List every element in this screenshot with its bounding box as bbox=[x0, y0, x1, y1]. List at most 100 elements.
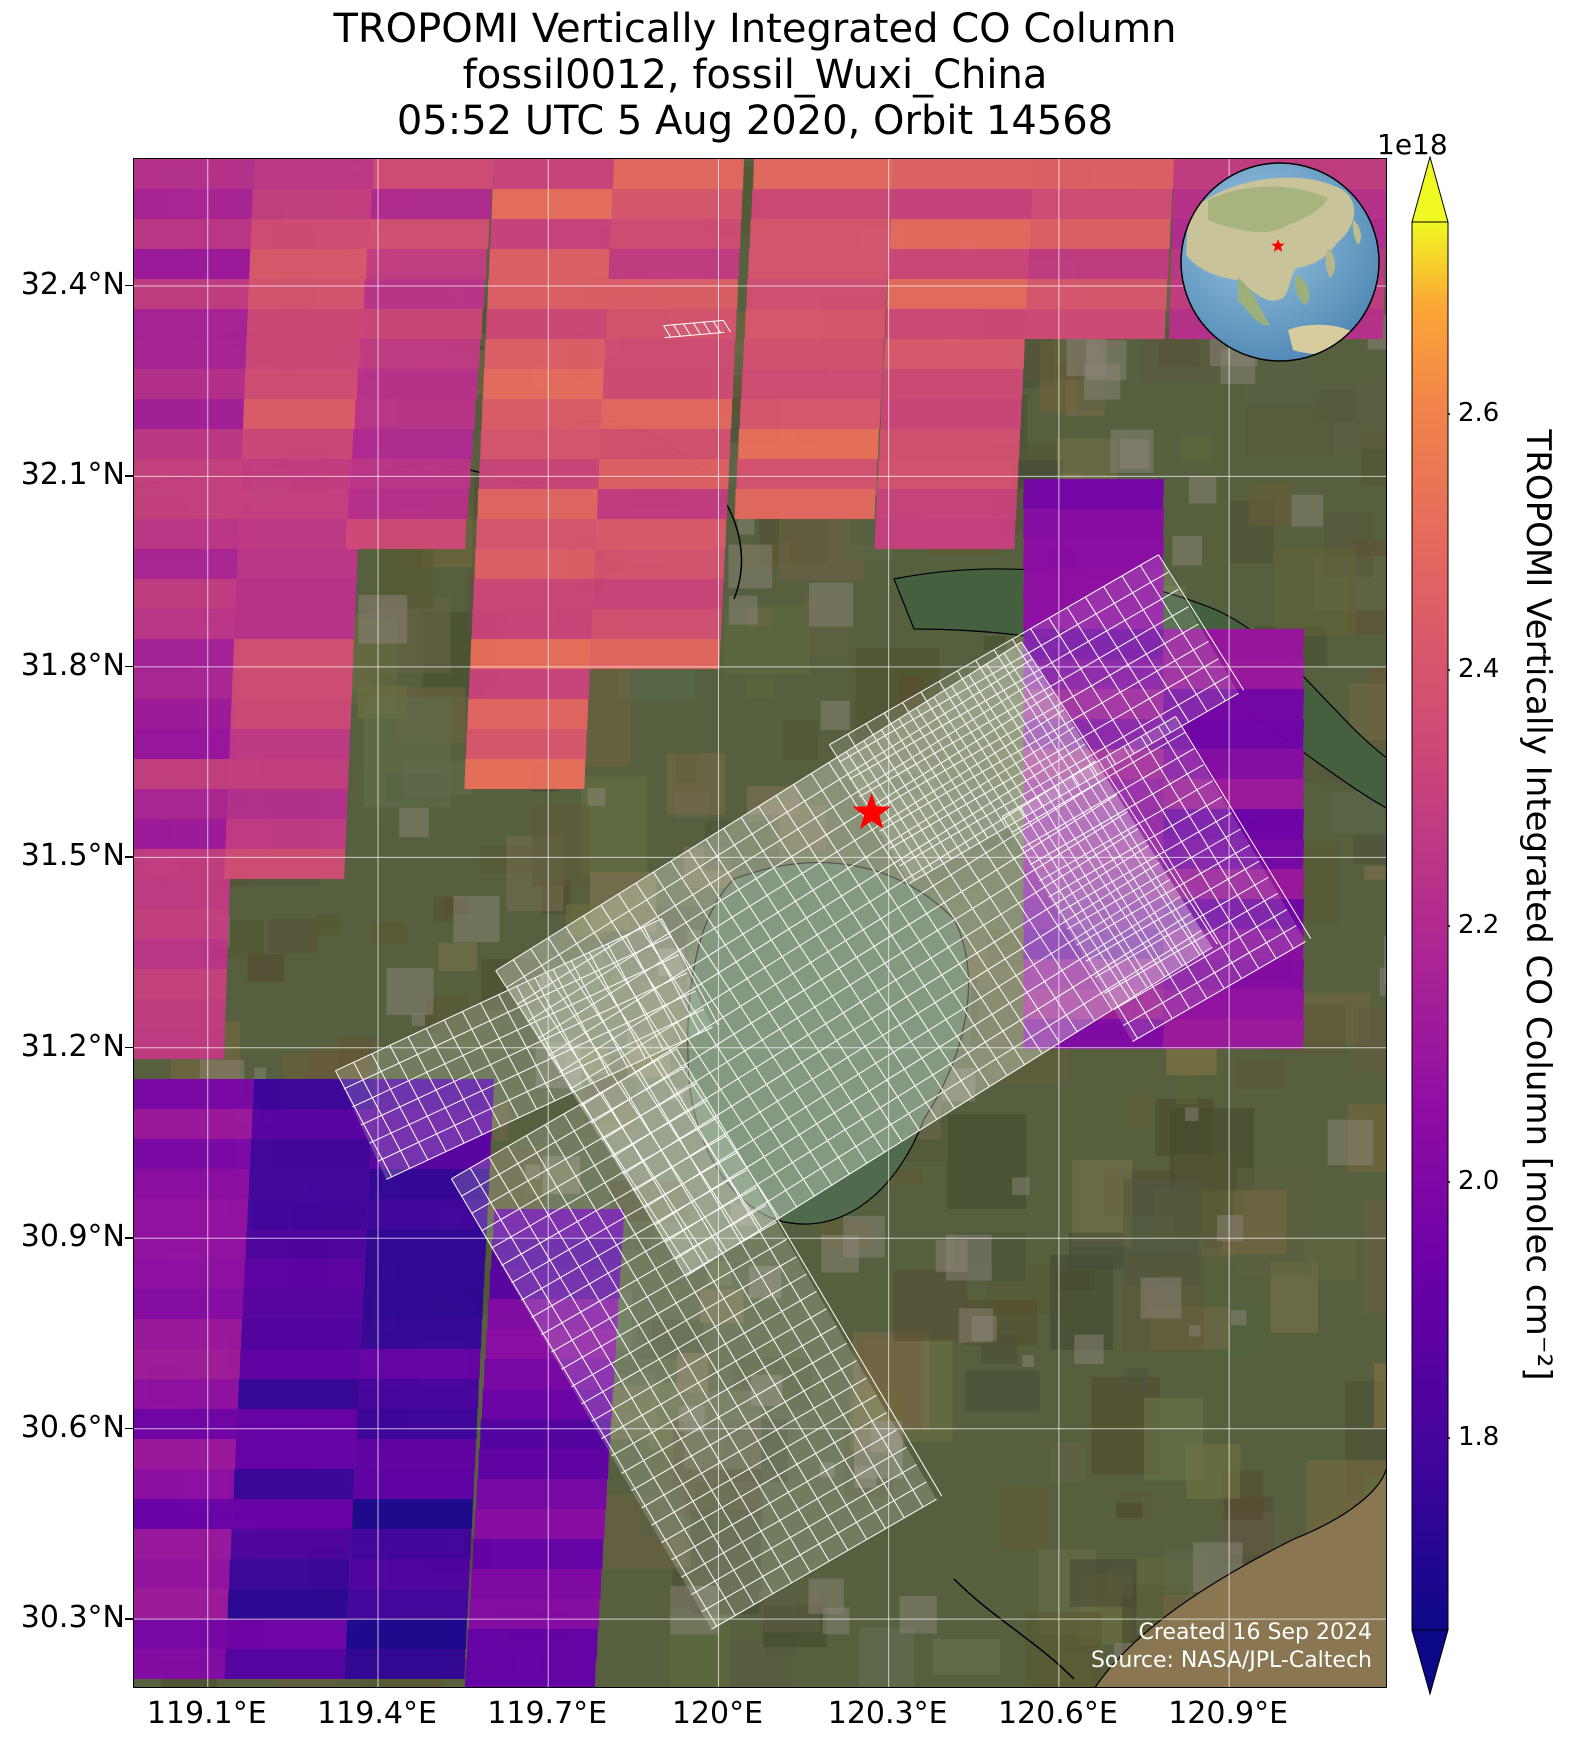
colorbar-tick-label: 2.0 bbox=[1458, 1166, 1500, 1196]
lon-tick-label: 119.1°E bbox=[146, 1696, 267, 1731]
co-pixel bbox=[134, 909, 229, 939]
co-pixel bbox=[134, 1589, 229, 1619]
co-pixel bbox=[134, 639, 238, 669]
co-pixel bbox=[590, 609, 722, 639]
co-pixel bbox=[349, 459, 471, 489]
co-pixel bbox=[356, 1409, 478, 1439]
co-pixel bbox=[598, 459, 730, 489]
co-pixel bbox=[349, 1559, 470, 1589]
co-pixel bbox=[230, 699, 352, 729]
lat-tick-label: 30.3°N bbox=[20, 1600, 125, 1636]
co-pixel bbox=[611, 189, 743, 219]
co-pixel bbox=[347, 1589, 469, 1619]
co-pixel bbox=[883, 339, 1025, 369]
co-pixel bbox=[134, 279, 250, 309]
lat-tick-label: 32.4°N bbox=[20, 266, 125, 302]
co-pixel bbox=[134, 729, 235, 759]
lat-tick-label: 32.1°N bbox=[20, 457, 125, 493]
co-pixel bbox=[607, 279, 739, 309]
co-pixel bbox=[464, 1659, 596, 1687]
co-pixel bbox=[478, 459, 600, 489]
co-pixel bbox=[488, 249, 610, 279]
co-pixel bbox=[241, 429, 363, 459]
co-pixel bbox=[134, 789, 233, 819]
co-pixel bbox=[751, 189, 893, 219]
lat-tick-mark bbox=[125, 1618, 133, 1620]
co-pixel bbox=[249, 249, 371, 279]
co-pixel bbox=[1163, 719, 1304, 749]
co-pixel bbox=[1026, 279, 1168, 309]
co-pixel bbox=[746, 279, 888, 309]
co-pixel bbox=[244, 1259, 365, 1289]
co-pixel bbox=[242, 1289, 364, 1319]
co-pixel bbox=[134, 489, 243, 519]
co-pixel bbox=[134, 189, 253, 219]
co-pixel bbox=[134, 1259, 245, 1289]
co-pixel bbox=[134, 699, 236, 729]
co-pixel bbox=[226, 1619, 347, 1649]
co-pixel bbox=[134, 1079, 254, 1109]
lon-tick-label: 120.3°E bbox=[827, 1696, 948, 1731]
co-pixel bbox=[359, 1349, 481, 1379]
co-pixel bbox=[353, 1469, 475, 1499]
co-pixel bbox=[352, 1499, 473, 1529]
co-pixel bbox=[602, 369, 734, 399]
lon-tick-label: 120.6°E bbox=[997, 1696, 1118, 1731]
co-pixel bbox=[361, 1319, 482, 1349]
lat-tick-mark bbox=[125, 665, 133, 668]
co-pixel bbox=[470, 639, 592, 669]
lat-tick-mark bbox=[125, 1427, 133, 1430]
co-pixel bbox=[226, 789, 348, 819]
co-pixel bbox=[476, 1479, 608, 1509]
co-pixel bbox=[1029, 219, 1171, 249]
co-pixel bbox=[134, 1559, 230, 1589]
co-pixel bbox=[134, 819, 232, 849]
co-pixel bbox=[134, 549, 241, 579]
co-pixel bbox=[1023, 569, 1164, 599]
co-pixel bbox=[468, 1599, 600, 1629]
co-pixel bbox=[370, 189, 492, 219]
co-pixel bbox=[1163, 929, 1304, 959]
co-pixel bbox=[465, 729, 587, 759]
map-canvas[interactable] bbox=[134, 159, 1387, 1688]
co-pixel bbox=[1163, 1019, 1304, 1049]
co-pixel bbox=[370, 1139, 491, 1169]
co-pixel bbox=[233, 639, 354, 669]
co-pixel bbox=[1163, 869, 1304, 899]
co-pixel bbox=[236, 1409, 358, 1439]
co-pixel bbox=[1163, 749, 1304, 779]
co-pixel bbox=[239, 489, 361, 519]
colorbar-title: TROPOMI Vertically Integrated CO Column … bbox=[1518, 429, 1558, 1381]
co-pixel bbox=[604, 339, 736, 369]
co-pixel bbox=[470, 1569, 602, 1599]
co-pixel bbox=[245, 1229, 367, 1259]
sounding-grid-overlay bbox=[335, 319, 1312, 1630]
co-pixel bbox=[363, 279, 485, 309]
co-pixel bbox=[134, 1439, 236, 1469]
co-pixel bbox=[368, 219, 490, 249]
co-pixel bbox=[1023, 629, 1164, 659]
co-pixel bbox=[464, 759, 586, 789]
coastline-river-south bbox=[953, 1578, 1075, 1680]
co-pixel bbox=[134, 309, 249, 339]
co-pixel bbox=[481, 399, 603, 429]
co-pixel bbox=[134, 1029, 225, 1059]
co-pixel bbox=[485, 1329, 617, 1359]
lon-tick-label: 119.4°E bbox=[317, 1696, 437, 1731]
co-pixel bbox=[228, 759, 349, 789]
co-pixel bbox=[744, 309, 886, 339]
co-pixel bbox=[230, 1529, 352, 1559]
co-pixel bbox=[238, 1379, 359, 1409]
map-panel[interactable]: Created 16 Sep 2024 Source: NASA/JPL-Cal… bbox=[133, 158, 1387, 1688]
co-pixel bbox=[493, 1209, 624, 1239]
co-pixel bbox=[1163, 629, 1304, 659]
hangzhou-bay bbox=[1094, 1467, 1386, 1687]
co-pixel bbox=[893, 159, 1034, 189]
co-pixel bbox=[241, 1319, 362, 1349]
co-pixel bbox=[134, 1199, 248, 1229]
co-pixel bbox=[886, 279, 1028, 309]
co-pixel bbox=[134, 1499, 233, 1529]
co-pixel bbox=[485, 309, 607, 339]
colorbar-tick-label: 1.8 bbox=[1458, 1422, 1500, 1452]
co-pixel bbox=[134, 579, 240, 609]
